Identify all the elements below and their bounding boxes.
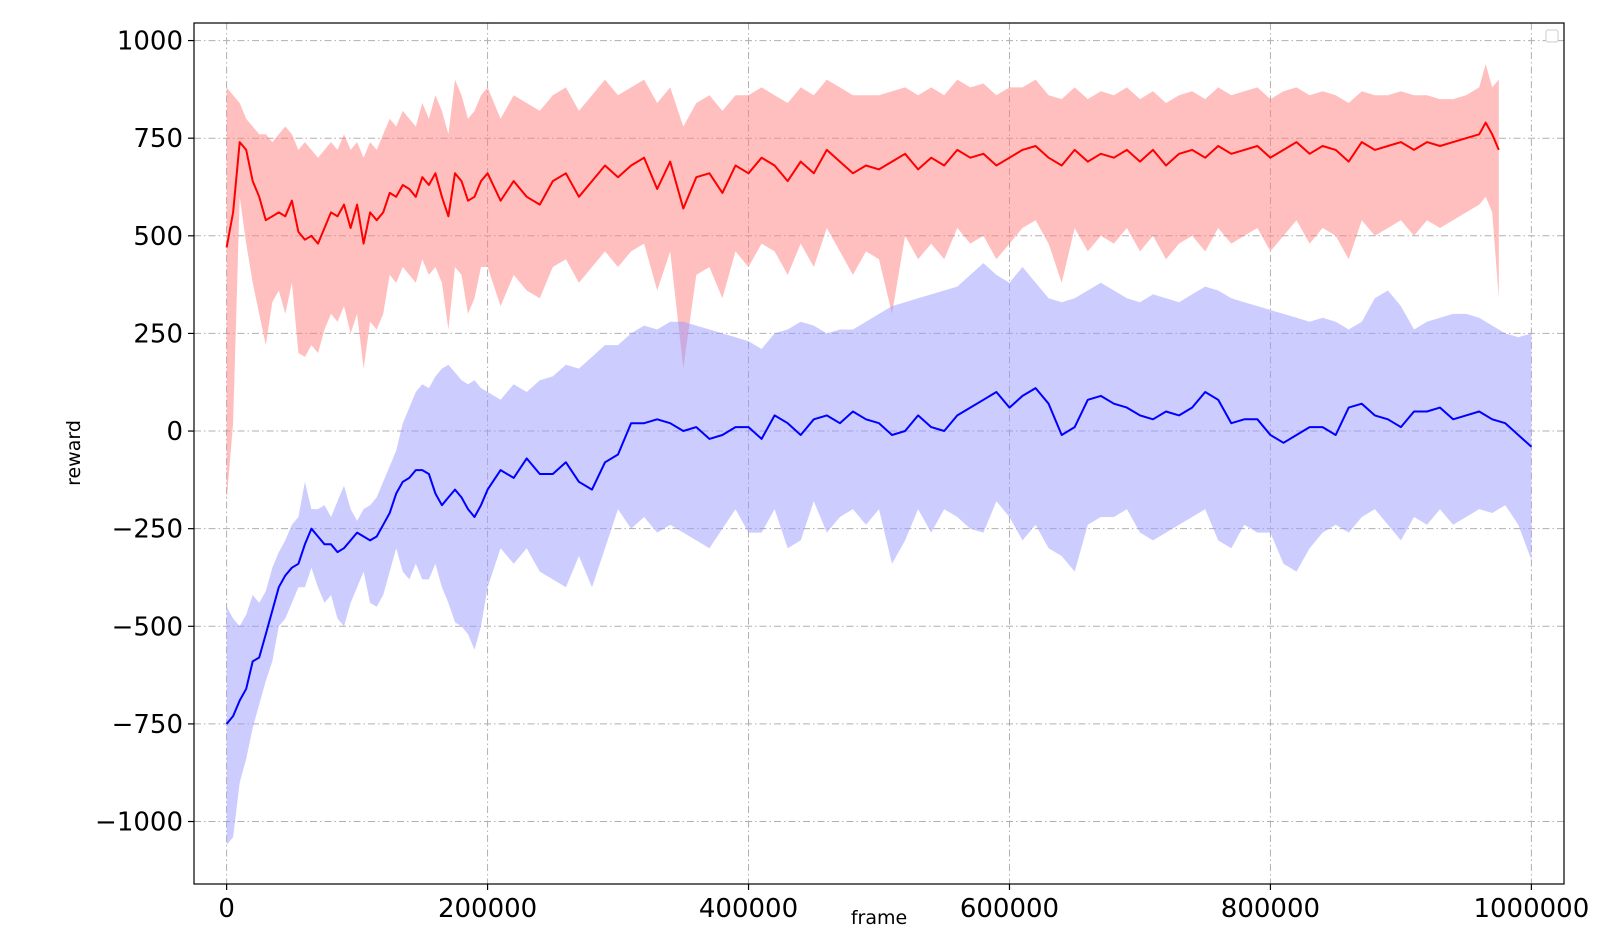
mean-line-2 <box>225 387 1533 725</box>
y-tick-label: 750 <box>133 124 183 154</box>
y-tick-label: 250 <box>133 319 183 349</box>
y-ticks: 1000 750 500 250 0 −250 −500 −750 −1000 <box>95 27 194 838</box>
y-tick-label: 1000 <box>117 27 183 57</box>
x-tick-label: 600000 <box>960 894 1059 924</box>
y-axis-label: reward <box>63 420 85 486</box>
x-axis-label: frame <box>851 907 907 929</box>
x-tick-label: 400000 <box>699 894 798 924</box>
y-tick-label: −500 <box>112 612 183 642</box>
x-tick-label: 200000 <box>438 894 537 924</box>
x-tick-label: 0 <box>218 894 235 924</box>
y-tick-label: 500 <box>133 222 183 252</box>
mean-lines <box>225 121 1533 725</box>
confidence-band-2 <box>226 263 1532 846</box>
legend-box <box>1545 29 1559 43</box>
plot-frame <box>193 22 1565 885</box>
y-tick-label: −750 <box>112 710 183 740</box>
confidence-bands <box>226 64 1532 846</box>
mean-line-1 <box>225 121 1500 248</box>
x-tick-label: 800000 <box>1221 894 1320 924</box>
x-ticks: 0 200000 400000 600000 800000 1000000 <box>218 884 1589 924</box>
confidence-band-1 <box>226 64 1499 502</box>
y-tick-label: −1000 <box>95 808 183 838</box>
y-tick-label: −250 <box>112 515 183 545</box>
x-tick-label: 1000000 <box>1473 894 1589 924</box>
y-tick-label: 0 <box>166 417 183 447</box>
